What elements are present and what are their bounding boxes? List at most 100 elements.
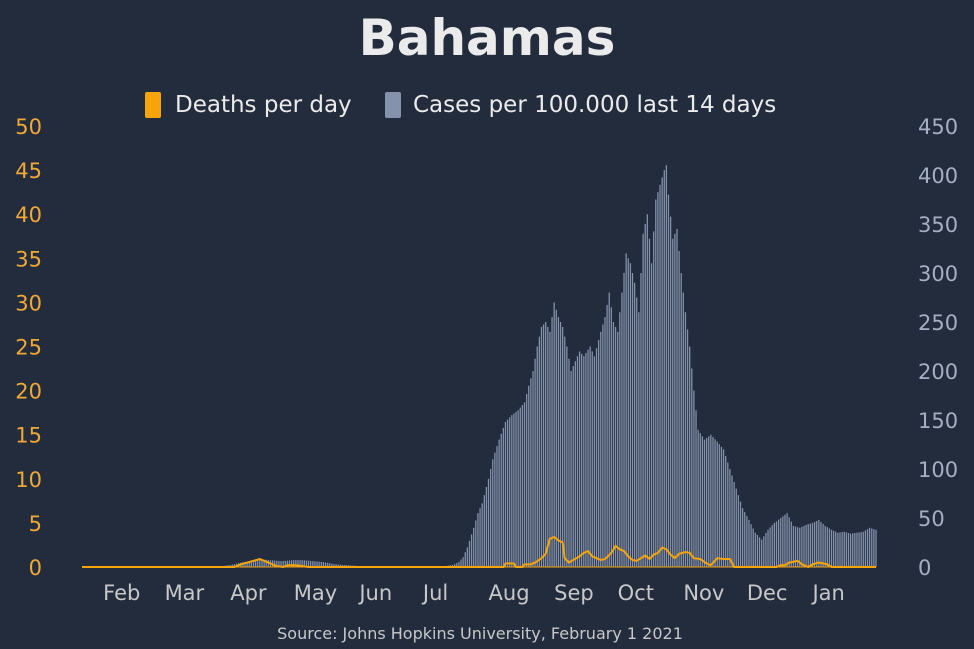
- left-axis-tick-label: 15: [15, 424, 42, 448]
- cases-bar: [716, 441, 718, 567]
- cases-bar: [741, 508, 744, 567]
- left-axis-tick-label: 25: [15, 336, 42, 360]
- left-axis-tick-label: 50: [15, 115, 42, 139]
- cases-bar: [777, 519, 780, 567]
- cases-bar: [293, 560, 295, 567]
- cases-bar: [513, 413, 515, 567]
- cases-bar: [780, 518, 782, 567]
- cases-bar: [547, 326, 549, 567]
- cases-bar: [746, 516, 748, 567]
- cases-bar: [250, 560, 253, 567]
- x-axis-tick-label: Dec: [747, 581, 788, 605]
- cases-bar: [807, 524, 809, 567]
- cases-bar: [284, 560, 286, 567]
- cases-bar: [638, 312, 640, 567]
- cases-bar: [517, 410, 519, 567]
- cases-bar: [725, 455, 727, 567]
- cases-bar: [686, 329, 689, 567]
- cases-bar: [305, 560, 308, 567]
- x-axis-tick-label: Jan: [810, 581, 844, 605]
- cases-bar: [456, 563, 458, 567]
- cases-bar: [625, 253, 627, 567]
- cases-bar: [233, 564, 236, 567]
- cases-bar: [314, 561, 316, 567]
- cases-bar: [261, 559, 263, 567]
- cases-bar: [574, 361, 576, 567]
- cases-bar: [290, 560, 293, 567]
- cases-bar: [735, 488, 737, 567]
- cases-bar: [847, 533, 850, 567]
- cases-bar: [633, 282, 636, 567]
- cases-bar: [276, 560, 278, 567]
- cases-bar: [274, 560, 276, 567]
- cases-bar: [538, 336, 540, 567]
- cases-bar: [676, 228, 678, 567]
- cases-bar: [578, 351, 581, 567]
- cases-bar: [699, 433, 701, 567]
- cases-bar: [739, 501, 742, 567]
- cases-bar: [316, 561, 318, 567]
- cases-bar: [811, 522, 814, 567]
- cases-bar: [460, 559, 462, 567]
- cases-bar: [703, 439, 706, 567]
- cases-bar: [805, 524, 807, 567]
- cases-bar: [731, 475, 733, 567]
- cases-bar: [551, 317, 553, 567]
- x-axis-tick-label: Aug: [489, 581, 530, 605]
- cases-bar: [826, 527, 828, 567]
- cases-bar: [470, 534, 473, 567]
- cases-bar: [837, 532, 839, 567]
- cases-bar: [864, 530, 867, 567]
- cases-bar: [310, 560, 312, 567]
- left-axis-tick-label: 30: [15, 291, 42, 315]
- cases-bar: [875, 529, 877, 567]
- left-axis-tick-label: 0: [29, 556, 42, 580]
- x-axis-tick-label: Oct: [618, 581, 654, 605]
- cases-bar: [648, 238, 651, 567]
- right-axis-tick-label: 200: [918, 360, 958, 384]
- cases-bar: [790, 521, 792, 567]
- cases-bar: [754, 532, 756, 567]
- cases-bar: [684, 312, 687, 567]
- cases-bar: [278, 560, 280, 567]
- chart-title: Bahamas: [359, 9, 616, 67]
- cases-bar: [231, 564, 233, 567]
- right-axis-tick-label: 0: [918, 556, 931, 580]
- cases-bar: [329, 563, 331, 567]
- cases-bar: [663, 170, 665, 567]
- cases-bar: [487, 478, 490, 567]
- cases-bar: [640, 273, 642, 567]
- cases-bar: [695, 410, 697, 567]
- cases-bar: [835, 531, 837, 567]
- cases-bar: [521, 404, 524, 567]
- cases-bar: [244, 561, 246, 567]
- cases-bar: [498, 439, 500, 567]
- cases-bar: [587, 349, 589, 567]
- cases-bar: [589, 346, 591, 567]
- cases-bar: [722, 449, 725, 567]
- cases-bar: [593, 356, 596, 567]
- cases-bar: [710, 434, 712, 567]
- cases-bar: [631, 273, 634, 567]
- cases-bar: [712, 436, 714, 567]
- cases-bar: [714, 439, 716, 567]
- cases-bar: [564, 336, 566, 567]
- cases-bar: [318, 561, 320, 567]
- cases-bar: [545, 322, 547, 567]
- cases-bar: [320, 561, 322, 567]
- cases-bar: [307, 560, 310, 567]
- cases-bar: [727, 462, 729, 567]
- x-axis-tick-label: Sep: [554, 581, 594, 605]
- cases-bar: [729, 469, 731, 567]
- cases-bar: [839, 532, 841, 567]
- cases-bar: [794, 526, 797, 567]
- left-axis-tick-label: 45: [15, 159, 42, 183]
- cases-bar: [765, 533, 767, 567]
- right-axis-tick-label: 50: [918, 507, 945, 531]
- cases-bar: [254, 559, 257, 567]
- x-axis-tick-label: Mar: [165, 581, 205, 605]
- legend-cases-swatch: [385, 92, 401, 118]
- cases-bar: [627, 258, 629, 567]
